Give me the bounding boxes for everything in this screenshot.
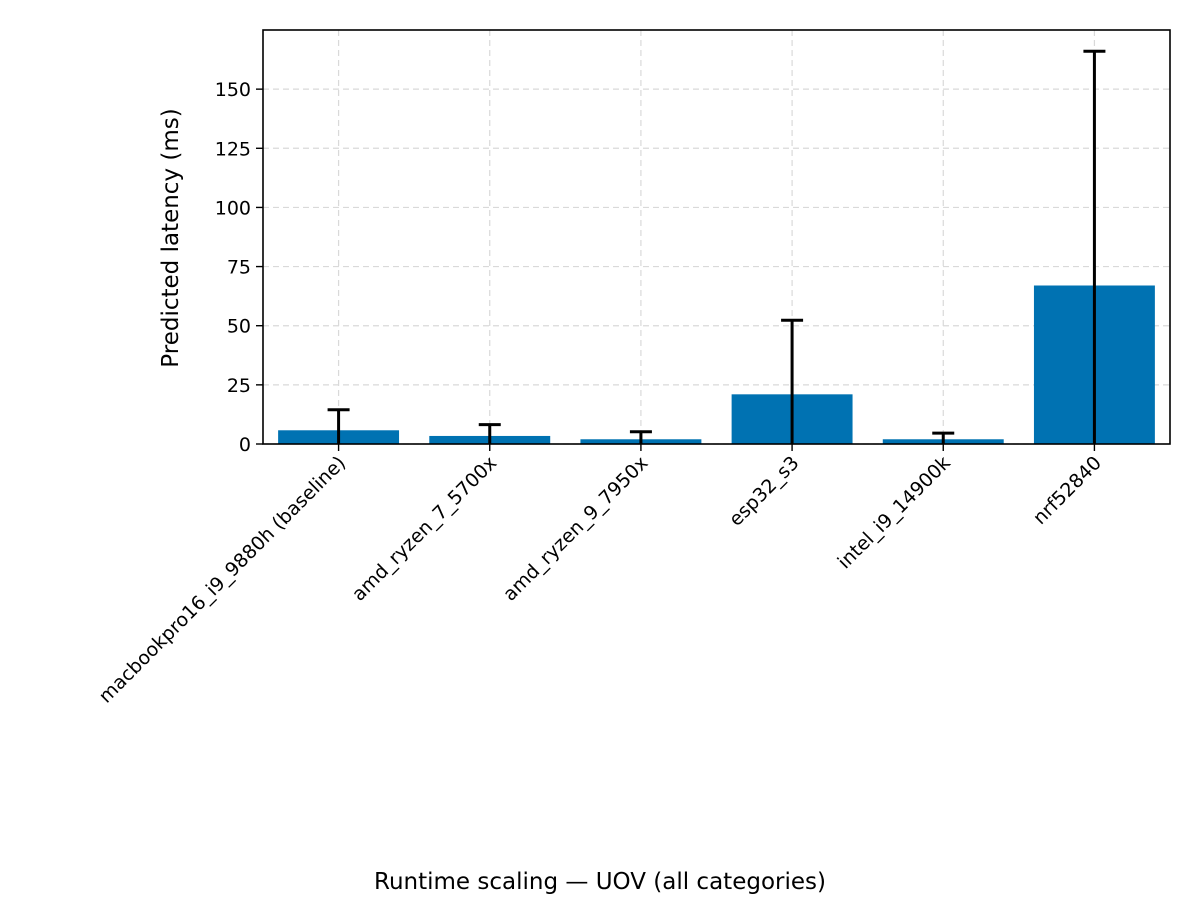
error-bars bbox=[327, 49, 1106, 444]
chart-caption: Runtime scaling — UOV (all categories) bbox=[374, 869, 826, 895]
y-axis-ticks: 0 25 50 75 100 125 150 bbox=[215, 79, 263, 456]
x-axis-ticks: macbookpro16_i9_9880h (baseline)amd_ryze… bbox=[95, 444, 1106, 708]
bars bbox=[278, 285, 1155, 444]
x-tick-label: esp32_s3 bbox=[725, 452, 804, 531]
y-tick-label: 150 bbox=[215, 79, 251, 101]
x-tick-label: intel_i9_14900k bbox=[833, 452, 954, 573]
y-tick-label: 100 bbox=[215, 197, 251, 219]
plot-frame bbox=[262, 29, 1171, 445]
y-tick-label: 125 bbox=[215, 138, 251, 160]
x-tick-label: macbookpro16_i9_9880h (baseline) bbox=[95, 452, 351, 708]
y-tick-label: 0 bbox=[239, 434, 251, 456]
y-axis-label: Predicted latency (ms) bbox=[158, 108, 184, 367]
y-tick-label: 25 bbox=[227, 375, 251, 397]
x-tick-label: amd_ryzen_9_7950x bbox=[499, 452, 653, 606]
x-tick-label: amd_ryzen_7_5700x bbox=[348, 452, 502, 606]
y-tick-label: 75 bbox=[227, 257, 251, 279]
y-tick-label: 50 bbox=[227, 316, 251, 338]
x-tick-label: nrf52840 bbox=[1029, 452, 1106, 529]
